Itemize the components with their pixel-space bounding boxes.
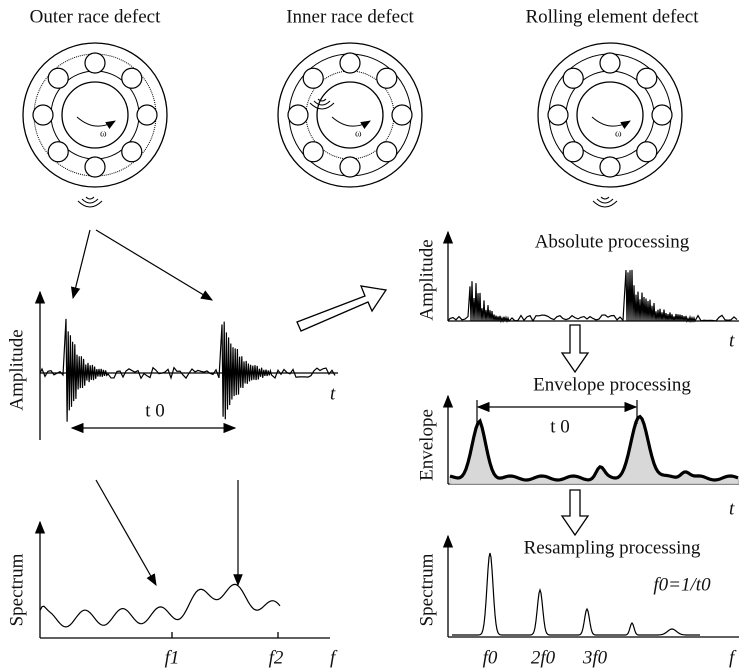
panel-title: Absolute processing xyxy=(535,231,690,252)
ball xyxy=(651,104,673,126)
ball xyxy=(562,67,584,89)
envelope-line xyxy=(449,414,739,482)
y-label: Spectrum xyxy=(416,553,437,626)
ball xyxy=(121,141,143,163)
ball xyxy=(376,67,398,89)
ball xyxy=(599,156,621,178)
outer-ring xyxy=(537,42,683,188)
ball xyxy=(84,156,106,178)
inner-ring xyxy=(576,81,644,149)
y-label: Envelope xyxy=(416,409,437,481)
ball xyxy=(339,52,361,74)
y-label: Spectrum xyxy=(6,553,27,626)
tick-label: f2 xyxy=(269,647,284,668)
outer-ring xyxy=(22,42,168,188)
panel-title: Resampling processing xyxy=(524,537,701,558)
rotation-arrow xyxy=(331,116,371,130)
ball xyxy=(302,67,324,89)
inner-ring xyxy=(316,81,384,149)
vibration xyxy=(313,100,331,106)
ball xyxy=(47,67,69,89)
inner-ring xyxy=(61,81,129,149)
ball xyxy=(302,141,324,163)
vibration xyxy=(77,200,103,208)
rotation-arrow xyxy=(76,116,116,130)
formula: f0=1/t0 xyxy=(653,574,711,595)
x-label: f xyxy=(729,647,737,668)
defect-label: Outer race defect xyxy=(30,6,162,27)
omega: ω xyxy=(100,128,107,139)
hollow-arrow xyxy=(560,324,590,374)
panel-title: Envelope processing xyxy=(533,374,691,395)
period-label: t 0 xyxy=(145,400,165,421)
y-label: Amplitude xyxy=(416,239,437,320)
tick-label: 2f0 xyxy=(531,647,556,668)
ball xyxy=(84,52,106,74)
defect-label: Inner race defect xyxy=(286,6,414,27)
tick-label: f1 xyxy=(165,647,180,668)
vibration xyxy=(317,98,327,102)
x-label: f xyxy=(330,647,338,668)
ball xyxy=(599,52,621,74)
rotation-arrow xyxy=(591,116,631,130)
hollow-arrow xyxy=(560,489,590,537)
vibration xyxy=(592,200,618,208)
omega: ω xyxy=(355,128,362,139)
omega: ω xyxy=(615,128,622,139)
ball xyxy=(339,156,361,178)
ball xyxy=(32,104,54,126)
ball xyxy=(547,104,569,126)
spectrum-line xyxy=(452,552,700,636)
vibration xyxy=(600,196,610,200)
vibration xyxy=(85,196,95,200)
bearings xyxy=(22,42,683,208)
spectrum-line xyxy=(39,583,281,628)
arrow xyxy=(95,229,214,301)
waveform xyxy=(39,318,336,422)
period-label: t 0 xyxy=(550,416,570,437)
vibration xyxy=(81,198,99,204)
hollow-arrow xyxy=(296,285,388,332)
ball xyxy=(287,104,309,126)
outer-ring xyxy=(277,42,423,188)
x-label: t xyxy=(330,383,336,404)
y-label: Amplitude xyxy=(6,329,27,410)
defect-label: Rolling element defect xyxy=(525,6,699,27)
ball xyxy=(47,141,69,163)
vibration xyxy=(309,102,335,110)
ball xyxy=(636,141,658,163)
tick-label: f0 xyxy=(483,647,498,668)
ball xyxy=(562,141,584,163)
arrow xyxy=(70,229,91,300)
ball xyxy=(136,104,158,126)
tick-label: 3f0 xyxy=(582,647,608,668)
ball xyxy=(376,141,398,163)
ball xyxy=(391,104,413,126)
vibration xyxy=(596,198,614,204)
x-label: t xyxy=(729,330,735,351)
x-label: t xyxy=(729,498,735,519)
ball xyxy=(121,67,143,89)
ball xyxy=(636,67,658,89)
arrow xyxy=(95,479,157,587)
absolute-signal xyxy=(447,269,738,324)
